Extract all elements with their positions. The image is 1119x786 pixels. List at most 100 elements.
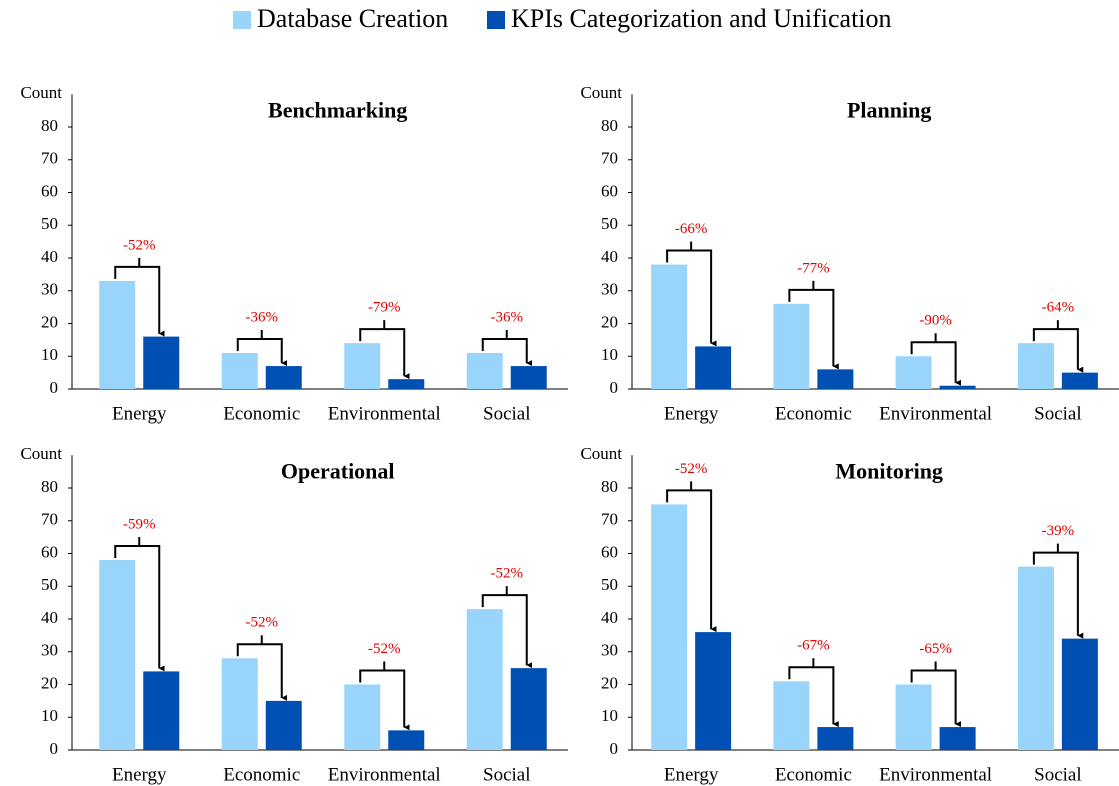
bar [388, 379, 425, 389]
bracket [236, 643, 288, 701]
bracket [910, 669, 962, 728]
bar [651, 504, 688, 750]
x-tick-label: Environmental [328, 764, 441, 785]
bar [895, 684, 932, 750]
bracket [666, 489, 717, 633]
y-tick-label: 0 [610, 378, 619, 397]
y-tick-label: 80 [601, 477, 618, 496]
panel-title: Planning [847, 97, 931, 122]
bracket [788, 666, 839, 728]
y-tick-label: 20 [41, 312, 58, 331]
bar [99, 280, 136, 389]
y-tick-label: 60 [601, 181, 618, 200]
y-tick-label: 10 [41, 706, 58, 725]
change-label: -79% [368, 300, 401, 316]
bar [143, 336, 180, 389]
change-label: -36% [246, 309, 279, 325]
bracket [359, 669, 410, 731]
y-tick-label: 30 [41, 641, 58, 660]
legend-swatch [487, 11, 505, 29]
bar [895, 356, 932, 389]
bracket [666, 249, 717, 347]
bar [1017, 343, 1054, 389]
bar [773, 303, 810, 389]
y-tick-label: 50 [601, 575, 618, 594]
x-tick-label: Environmental [879, 764, 992, 785]
change-label: -65% [919, 641, 952, 657]
panel-title: Monitoring [835, 458, 943, 483]
y-tick-label: 40 [41, 247, 58, 266]
x-tick-label: Energy [112, 403, 167, 424]
y-tick-label: 40 [601, 247, 618, 266]
y-tick-label: 60 [41, 181, 58, 200]
bar [143, 671, 180, 750]
change-label: -52% [368, 641, 401, 657]
legend-swatch [233, 11, 251, 29]
bracket [1032, 551, 1084, 639]
bracket [788, 288, 839, 370]
y-tick-label: 10 [41, 345, 58, 364]
y-tick-label: 80 [41, 477, 58, 496]
bar [695, 632, 732, 750]
y-tick-label: 50 [601, 214, 618, 233]
panel-title: Benchmarking [268, 97, 407, 122]
bar [344, 343, 381, 389]
change-label: -52% [246, 615, 279, 631]
change-label: -90% [919, 313, 952, 329]
bar [221, 352, 258, 389]
y-tick-label: 40 [601, 608, 618, 627]
bar [388, 730, 425, 750]
change-label: -64% [1042, 300, 1075, 316]
y-tick-label: 0 [610, 739, 619, 758]
y-tick-label: 30 [601, 280, 618, 299]
x-tick-label: Environmental [328, 403, 441, 424]
change-label: -67% [797, 638, 830, 654]
change-label: -66% [675, 221, 708, 237]
y-axis-label: Count [20, 83, 62, 102]
bar [510, 366, 547, 389]
x-tick-label: Economic [775, 403, 852, 424]
bracket [359, 328, 410, 380]
bar [939, 385, 976, 389]
y-axis-label: Count [580, 444, 622, 463]
legend-label: Database Creation [257, 4, 448, 33]
x-tick-label: Energy [664, 764, 719, 785]
bracket [481, 594, 533, 669]
y-tick-label: 50 [41, 214, 58, 233]
bar [817, 369, 854, 389]
y-tick-label: 70 [601, 149, 618, 168]
y-tick-label: 60 [601, 542, 618, 561]
y-tick-label: 0 [50, 739, 59, 758]
bar [1061, 372, 1098, 389]
bar [466, 609, 503, 750]
x-tick-label: Social [483, 403, 531, 424]
bar [221, 658, 258, 750]
x-tick-label: Economic [775, 764, 852, 785]
y-tick-label: 20 [41, 673, 58, 692]
x-tick-label: Energy [664, 403, 719, 424]
y-axis-label: Count [20, 444, 62, 463]
y-tick-label: 20 [601, 673, 618, 692]
change-label: -52% [491, 566, 524, 582]
x-tick-label: Social [1034, 764, 1082, 785]
y-tick-label: 80 [601, 116, 618, 135]
bracket [114, 265, 165, 337]
y-axis-label: Count [580, 83, 622, 102]
x-tick-label: Social [483, 764, 531, 785]
y-tick-label: 70 [41, 149, 58, 168]
x-tick-label: Social [1034, 403, 1082, 424]
x-tick-label: Energy [112, 764, 167, 785]
y-tick-label: 60 [41, 542, 58, 561]
y-tick-label: 70 [601, 510, 618, 529]
x-tick-label: Environmental [879, 403, 992, 424]
y-tick-label: 10 [601, 345, 618, 364]
panel-title: Operational [281, 458, 395, 483]
bar [466, 352, 503, 389]
bracket [1032, 328, 1084, 373]
bar [510, 668, 547, 750]
y-tick-label: 30 [41, 280, 58, 299]
change-label: -36% [491, 309, 524, 325]
bar [695, 346, 732, 389]
legend-label: KPIs Categorization and Unification [511, 4, 892, 33]
